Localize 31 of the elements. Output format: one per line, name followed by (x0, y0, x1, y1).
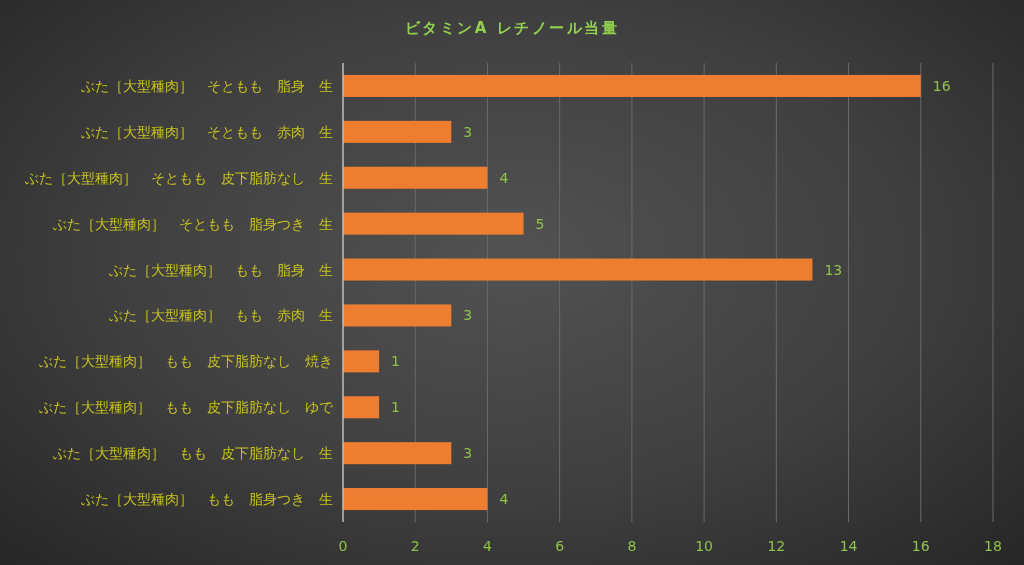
data-label: 1 (391, 353, 401, 370)
data-label: 13 (824, 261, 843, 278)
x-tick-label: 12 (767, 538, 786, 554)
x-tick-label: 16 (911, 538, 930, 554)
data-label: 3 (463, 307, 473, 324)
y-tick-label: ぶた［大型種肉］ もも 皮下脂肪なし 焼き (39, 353, 333, 370)
data-label: 3 (463, 445, 473, 462)
x-tick-label: 2 (410, 538, 420, 554)
y-tick-label: ぶた［大型種肉］ もも 赤肉 生 (109, 307, 333, 324)
x-tick-label: 4 (482, 538, 492, 554)
data-label: 4 (499, 169, 509, 186)
x-tick-label: 18 (984, 538, 1002, 554)
data-label: 4 (499, 491, 509, 508)
y-tick-label: ぶた［大型種肉］ そともも 脂身つき 生 (53, 215, 333, 232)
data-label: 16 (932, 77, 951, 94)
y-tick-label: ぶた［大型種肉］ そともも 赤肉 生 (81, 123, 333, 140)
y-tick-label: ぶた［大型種肉］ もも 脂身 生 (109, 261, 333, 278)
data-label: 5 (535, 215, 545, 232)
y-tick-label: ぶた［大型種肉］ そともも 皮下脂肪なし 生 (25, 169, 333, 186)
chart-title: ビタミンA レチノール当量 (404, 19, 620, 37)
x-tick-label: 14 (839, 538, 858, 554)
x-tick-label: 6 (555, 538, 565, 554)
x-tick-label: 0 (338, 538, 348, 554)
data-label: 1 (391, 399, 401, 416)
y-tick-label: ぶた［大型種肉］ そともも 脂身 生 (81, 77, 333, 94)
y-tick-label: ぶた［大型種肉］ もも 皮下脂肪なし ゆで (39, 399, 334, 416)
x-tick-label: 8 (627, 538, 637, 554)
y-tick-label: ぶた［大型種肉］ もも 脂身つき 生 (81, 491, 333, 508)
x-tick-label: 10 (695, 538, 714, 554)
y-tick-label: ぶた［大型種肉］ もも 皮下脂肪なし 生 (53, 445, 333, 462)
data-label: 3 (463, 123, 473, 140)
